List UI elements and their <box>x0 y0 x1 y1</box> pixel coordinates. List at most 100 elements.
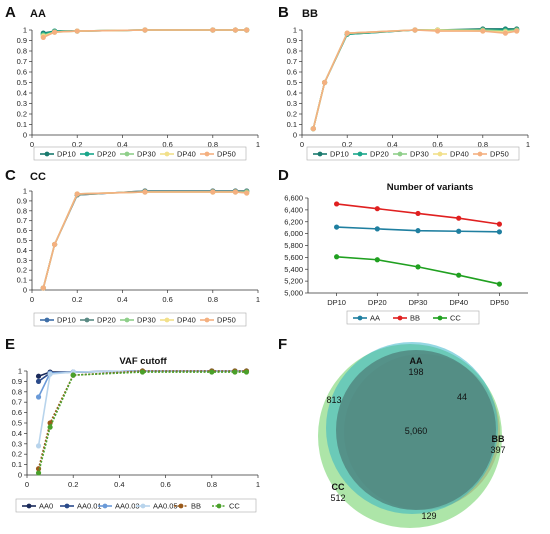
panel-c-series-dp50-point <box>244 190 250 196</box>
panel-e-series-cc-line <box>37 371 247 474</box>
panel-b-series-dp50-point <box>435 28 441 34</box>
panel-b-legend-marker-dp10 <box>317 151 323 157</box>
panel-a-y-tick-label: 1 <box>23 26 27 35</box>
panel-d-y-tick-label: 5,400 <box>284 265 303 274</box>
panel-a-series-dp50-point <box>74 28 80 34</box>
panel-a-x-tick-label: 0 <box>30 140 34 149</box>
panel-d-x-tick-label: DP50 <box>490 298 509 307</box>
panel-d-legend-label-aa: AA <box>370 314 380 323</box>
panel-c-series-dp10-line <box>42 190 247 289</box>
panel-e-legend-marker-aa003 <box>102 503 108 509</box>
panel-e-series-aa0-point <box>35 373 42 379</box>
panel-b-x-tick-label: 0 <box>300 140 304 149</box>
panel-b-y-tick-label: 0.6 <box>287 68 297 77</box>
panel-d-y-tick-label: 6,600 <box>284 194 303 203</box>
panel-c-series-dp30-line <box>42 191 247 289</box>
panel-c-y-tick-label: 0.5 <box>17 236 27 245</box>
panel-b-legend-marker-dp20 <box>357 151 363 157</box>
panel-c-legend-label-dp30: DP30 <box>137 316 156 325</box>
panel-d-series-cc-point <box>334 254 340 260</box>
panel-c-y-tick-label: 0 <box>23 286 27 295</box>
panel-c-series-dp50-point <box>74 191 80 197</box>
panel-b-x-tick-label: 0.2 <box>342 140 352 149</box>
panel-c-series-dp50-point <box>210 189 216 195</box>
panel-e-title: VAF cutoff <box>119 356 167 367</box>
panel-c-series-dp50-point <box>142 189 148 195</box>
panel-b-letter: B <box>278 4 289 21</box>
venn-count-aa-cc: 813 <box>326 395 341 405</box>
panel-e-legend-label-aa0: AA0 <box>39 502 53 511</box>
panel-d-y-tick-label: 6,000 <box>284 229 303 238</box>
venn-count-cc-only: 512 <box>330 493 345 503</box>
panel-d-series-aa-point <box>374 226 380 232</box>
panel-e-legend-label-aa001: AA0.01 <box>77 502 102 511</box>
panel-c-y-tick-label: 0.1 <box>17 276 27 285</box>
venn-count-aa-only: 198 <box>408 367 423 377</box>
venn-count-bb-only: 397 <box>490 445 505 455</box>
panel-e-legend-marker-cc <box>216 503 222 509</box>
panel-b-y-tick-label: 1 <box>293 26 297 35</box>
panel-e-y-tick-label: 0.1 <box>12 460 22 469</box>
venn-count-aa-bb: 44 <box>457 392 467 402</box>
panel-d-legend-label-bb: BB <box>410 314 420 323</box>
panel-b-series-dp50-point <box>310 126 316 132</box>
panel-e-legend-marker-bb <box>178 503 184 509</box>
panel-a-y-tick-label: 0.4 <box>17 89 27 98</box>
venn-label-bb: BB <box>492 434 505 444</box>
panel-d-series-cc-point <box>415 264 421 270</box>
panel-c-y-tick-label: 0.2 <box>17 266 27 275</box>
panel-b-x-tick-label: 0.8 <box>478 140 488 149</box>
panel-d-y-tick-label: 5,600 <box>284 253 303 262</box>
panel-d-series-cc-point <box>456 272 462 278</box>
panel-b-legend-label-dp10: DP10 <box>330 150 349 159</box>
panel-d-y-tick-label: 5,000 <box>284 289 303 298</box>
panel-e-x-tick-label: 0.6 <box>160 480 170 489</box>
panel-e-legend-label-aa003: AA0.03 <box>115 502 140 511</box>
panel-c-legend-marker-dp50 <box>204 317 210 323</box>
venn-label-cc: CC <box>332 482 345 492</box>
panel-c-legend-label-dp50: DP50 <box>217 316 236 325</box>
panel-d-legend-marker-cc <box>437 315 443 321</box>
panel-e-y-tick-label: 0.5 <box>12 419 22 428</box>
panel-e-series-cc-point <box>232 369 238 375</box>
panel-b-series-dp50-line <box>312 29 517 129</box>
panel-d-y-tick-label: 6,400 <box>284 205 303 214</box>
panel-c-x-tick-label: 0.8 <box>208 295 218 304</box>
panel-d-series-aa-point <box>496 229 502 235</box>
panel-a-y-tick-label: 0.5 <box>17 78 27 87</box>
panel-a-legend-marker-dp20 <box>84 151 90 157</box>
panel-d-series-bb-point <box>456 215 462 221</box>
panel-a-legend-marker-dp30 <box>124 151 130 157</box>
venn-label-aa: AA <box>410 356 423 366</box>
panel-e-x-tick-label: 1 <box>256 480 260 489</box>
panel-c-x-tick-label: 0.2 <box>72 295 82 304</box>
panel-e-series-aa001-point <box>35 378 42 384</box>
panel-a-y-tick-label: 0.3 <box>17 99 27 108</box>
panel-b-y-tick-label: 0.9 <box>287 36 297 45</box>
panel-a-legend-marker-dp40 <box>164 151 170 157</box>
panel-e: 00.10.20.30.40.50.60.70.80.910 0.2 0.4 0.6 0… <box>12 367 260 513</box>
panel-a-x-tick-label: 0.4 <box>117 140 127 149</box>
panel-d-series-aa-point <box>415 228 421 234</box>
panel-a-x-tick-label: 0.2 <box>72 140 82 149</box>
panel-b-legend-label-dp30: DP30 <box>410 150 429 159</box>
panel-d-x-tick-label: DP20 <box>368 298 387 307</box>
panel-c-series-dp50-point <box>52 241 58 248</box>
panel-b-legend-marker-dp50 <box>477 151 483 157</box>
panel-d-series-bb-point <box>374 206 380 212</box>
panel-e-series-aa005-point <box>35 443 42 449</box>
venn-count-bb-cc: 129 <box>421 511 436 521</box>
panel-c-legend-box <box>33 312 247 327</box>
panel-e-legend-label-aa005: AA0.05 <box>153 502 178 511</box>
panel-b-y-tick-label: 0.8 <box>287 47 297 56</box>
panel-e-series-bb-line <box>37 370 247 469</box>
panel-e-series-cc-point <box>209 369 215 375</box>
panel-a-y-tick-label: 0.6 <box>17 68 27 77</box>
panel-b-title: BB <box>302 8 318 20</box>
panel-d-series-bb-point <box>334 201 340 207</box>
panel-a-legend-label-dp20: DP20 <box>97 150 116 159</box>
panel-a-legend-label-dp50: DP50 <box>217 150 236 159</box>
panel-c-series-dp40-line <box>42 191 247 289</box>
panel-a-series-dp50-point <box>244 27 250 33</box>
